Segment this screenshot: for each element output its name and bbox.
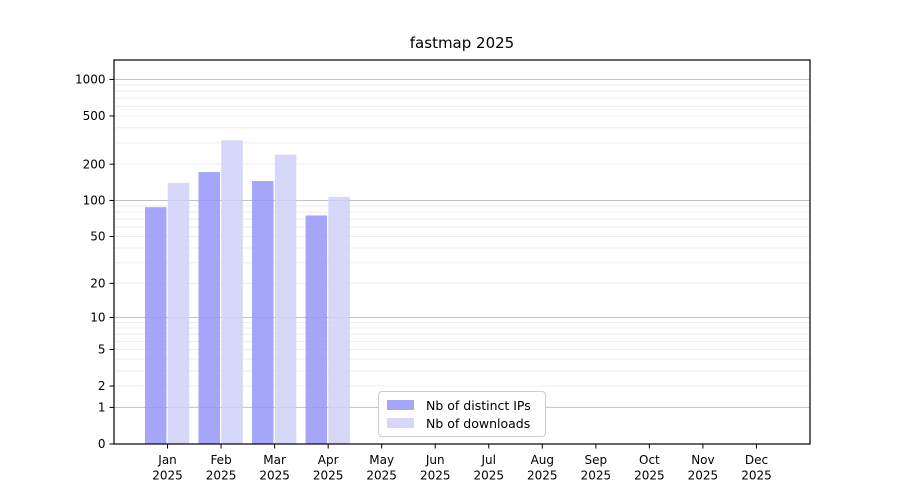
y-tick-label: 10 xyxy=(90,311,105,325)
x-tick-label-month: Oct xyxy=(639,453,660,467)
bar-distinct-ips xyxy=(144,207,167,444)
x-tick-label-month: Jun xyxy=(425,453,445,467)
legend: Nb of distinct IPs Nb of downloads xyxy=(378,391,546,437)
x-tick-label-year: 2025 xyxy=(581,469,612,483)
x-tick-label-year: 2025 xyxy=(741,469,772,483)
x-tick-label-year: 2025 xyxy=(152,469,183,483)
x-tick-label-month: Sep xyxy=(585,453,608,467)
y-tick-label: 2 xyxy=(98,379,106,393)
legend-swatch-downloads-icon xyxy=(387,418,414,428)
y-tick-label: 1 xyxy=(98,401,106,415)
x-tick-label-month: Nov xyxy=(691,453,714,467)
y-tick-label: 500 xyxy=(83,109,106,123)
legend-label-downloads: Nb of downloads xyxy=(426,415,531,431)
y-tick-label: 200 xyxy=(83,157,106,171)
bar-downloads xyxy=(328,196,350,444)
chart-title: fastmap 2025 xyxy=(409,34,515,52)
y-tick-label: 5 xyxy=(98,343,106,357)
x-tick-label-year: 2025 xyxy=(527,469,558,483)
x-tick-label-year: 2025 xyxy=(366,469,397,483)
y-tick-label: 1000 xyxy=(75,73,106,87)
x-tick-label-month: Aug xyxy=(531,453,554,467)
y-tick-label: 0 xyxy=(98,437,106,451)
y-tick-label: 20 xyxy=(90,277,105,291)
x-tick-label-year: 2025 xyxy=(420,469,451,483)
bar-distinct-ips xyxy=(305,215,328,444)
x-tick-label-month: Jan xyxy=(157,453,177,467)
x-tick-label-year: 2025 xyxy=(688,469,719,483)
legend-swatch-distinct-ips-icon xyxy=(387,400,414,410)
x-tick-label-month: May xyxy=(369,453,394,467)
bar-distinct-ips xyxy=(198,172,220,444)
x-tick-label-month: Dec xyxy=(745,453,768,467)
legend-row-distinct-ips: Nb of distinct IPs xyxy=(387,398,545,413)
legend-row-downloads: Nb of downloads xyxy=(387,416,545,431)
bar-downloads xyxy=(221,140,243,444)
x-tick-label-month: Apr xyxy=(318,453,339,467)
x-tick-label-month: Feb xyxy=(210,453,231,467)
legend-label-distinct-ips: Nb of distinct IPs xyxy=(426,397,531,413)
x-tick-label-year: 2025 xyxy=(259,469,290,483)
x-tick-label-month: Mar xyxy=(263,453,286,467)
bar-downloads xyxy=(167,182,190,444)
x-tick-label-year: 2025 xyxy=(206,469,237,483)
x-tick-label-year: 2025 xyxy=(313,469,344,483)
x-tick-label-year: 2025 xyxy=(634,469,665,483)
bar-downloads xyxy=(274,154,297,444)
x-tick-label-month: Jul xyxy=(481,453,496,467)
y-tick-label: 50 xyxy=(90,230,105,244)
axes-spines xyxy=(113,59,811,445)
x-tick-label-year: 2025 xyxy=(473,469,504,483)
bar-distinct-ips xyxy=(252,181,274,444)
y-tick-label: 100 xyxy=(83,194,106,208)
